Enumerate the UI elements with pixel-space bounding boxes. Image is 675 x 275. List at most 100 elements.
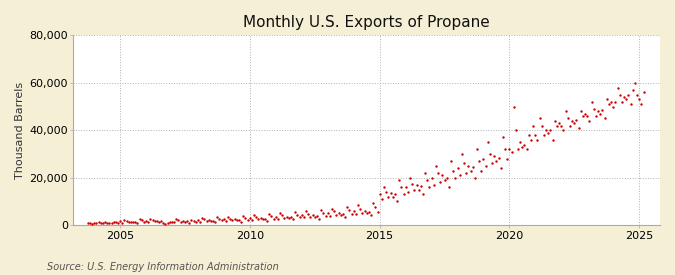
- Point: [221, 219, 232, 223]
- Point: [136, 218, 147, 223]
- Point: [294, 215, 305, 219]
- Point: [288, 217, 298, 222]
- Point: [612, 85, 623, 90]
- Point: [441, 175, 452, 180]
- Point: [219, 217, 230, 221]
- Point: [134, 217, 145, 221]
- Point: [340, 215, 350, 219]
- Point: [485, 152, 495, 156]
- Point: [582, 114, 593, 118]
- Point: [571, 117, 582, 122]
- Point: [318, 211, 329, 215]
- Point: [327, 206, 338, 211]
- Point: [169, 220, 180, 224]
- Point: [142, 220, 153, 225]
- Point: [489, 154, 500, 159]
- Point: [320, 214, 331, 218]
- Point: [526, 138, 537, 142]
- Point: [197, 216, 208, 220]
- Point: [240, 215, 251, 220]
- Point: [502, 156, 513, 161]
- Point: [82, 221, 93, 226]
- Point: [269, 216, 279, 221]
- Point: [370, 205, 381, 210]
- Point: [491, 159, 502, 163]
- Point: [361, 211, 372, 215]
- Point: [279, 216, 290, 220]
- Point: [284, 216, 294, 220]
- Point: [539, 133, 549, 137]
- Point: [182, 219, 192, 224]
- Point: [562, 116, 573, 121]
- Point: [428, 183, 439, 187]
- Point: [413, 187, 424, 192]
- Point: [470, 175, 481, 180]
- Point: [381, 190, 392, 194]
- Point: [621, 97, 632, 101]
- Point: [350, 211, 361, 216]
- Point: [117, 220, 128, 225]
- Point: [346, 212, 357, 216]
- Point: [595, 111, 605, 116]
- Point: [411, 183, 422, 187]
- Point: [259, 217, 270, 221]
- Point: [392, 199, 402, 204]
- Point: [623, 92, 634, 97]
- Point: [493, 155, 504, 160]
- Point: [437, 173, 448, 178]
- Point: [398, 192, 409, 197]
- Point: [244, 216, 255, 220]
- Point: [325, 213, 335, 218]
- Point: [510, 128, 521, 133]
- Point: [560, 109, 571, 114]
- Point: [106, 221, 117, 226]
- Point: [535, 116, 545, 121]
- Point: [97, 221, 108, 225]
- Point: [487, 161, 497, 166]
- Point: [603, 102, 614, 106]
- Point: [543, 130, 554, 135]
- Point: [456, 152, 467, 156]
- Point: [88, 221, 99, 225]
- Point: [474, 159, 485, 163]
- Title: Monthly U.S. Exports of Propane: Monthly U.S. Exports of Propane: [243, 15, 490, 30]
- Point: [132, 221, 143, 225]
- Point: [402, 190, 413, 194]
- Point: [431, 164, 441, 168]
- Point: [458, 161, 469, 166]
- Point: [301, 209, 312, 214]
- Point: [180, 220, 190, 224]
- Point: [420, 171, 431, 175]
- Point: [309, 214, 320, 219]
- Point: [156, 219, 167, 223]
- Point: [363, 210, 374, 214]
- Point: [610, 100, 621, 104]
- Point: [227, 218, 238, 223]
- Point: [212, 215, 223, 219]
- Point: [629, 81, 640, 85]
- Point: [86, 221, 97, 226]
- Point: [173, 218, 184, 223]
- Point: [379, 185, 389, 189]
- Point: [286, 215, 296, 219]
- Point: [549, 119, 560, 123]
- Point: [162, 221, 173, 225]
- Point: [108, 220, 119, 224]
- Point: [281, 215, 292, 219]
- Point: [113, 221, 124, 225]
- Point: [271, 214, 281, 219]
- Point: [119, 218, 130, 222]
- Point: [357, 211, 368, 215]
- Point: [184, 221, 195, 225]
- Point: [394, 178, 404, 182]
- Point: [232, 218, 242, 223]
- Point: [483, 140, 493, 144]
- Point: [608, 104, 619, 109]
- Point: [601, 97, 612, 101]
- Point: [149, 219, 160, 224]
- Point: [541, 128, 551, 133]
- Point: [115, 219, 126, 224]
- Point: [303, 211, 314, 216]
- Point: [383, 194, 394, 199]
- Point: [584, 119, 595, 123]
